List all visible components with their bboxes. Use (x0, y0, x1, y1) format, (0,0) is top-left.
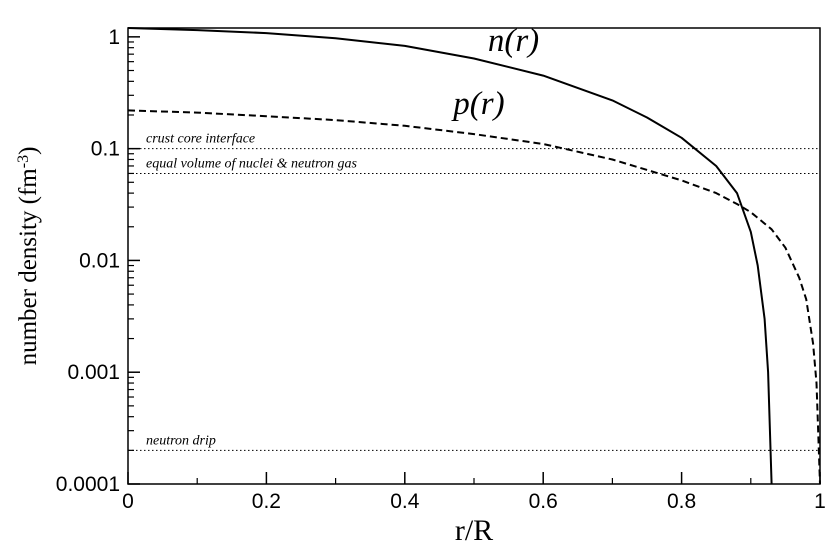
x-axis-title: r/R (455, 514, 493, 545)
series-line-1 (127, 27, 773, 485)
reference-lines (128, 148, 820, 451)
tick-labels: 0 0.2 0.4 0.6 0.8 1 1 0.1 0.01 0.001 0.0001 (56, 26, 826, 513)
curve-label-2: p(r) (451, 86, 504, 122)
x-tick-label: 1 (814, 490, 826, 513)
y-tick-label: 0.01 (79, 249, 120, 272)
y-axis-title-main: number density (fm (15, 168, 42, 366)
x-tick-label: 0.6 (529, 490, 558, 513)
series-lines (127, 27, 821, 485)
reference-line-labels: crust core interface equal volume of nucl… (146, 132, 358, 449)
reference-line-label-3: neutron drip (146, 433, 216, 448)
y-tick-label: 1 (108, 26, 120, 49)
y-axis-title: number density (fm-3) (15, 147, 43, 366)
reference-line-label-1: crust core interface (146, 132, 255, 147)
x-tick-label: 0.2 (252, 490, 281, 513)
y-tick-label: 0.0001 (56, 473, 120, 496)
axis-ticks (127, 36, 821, 485)
y-tick-label: 0.001 (67, 361, 120, 384)
x-tick-label: 0 (122, 490, 134, 513)
curve-labels: n(r) p(r) (451, 23, 539, 122)
x-tick-label: 0.8 (667, 490, 696, 513)
reference-line-label-2: equal volume of nuclei & neutron gas (146, 156, 358, 171)
y-tick-label: 0.1 (91, 138, 120, 161)
curve-label-1: n(r) (488, 23, 539, 59)
series-line-2 (127, 109, 821, 485)
y-axis-title-exponent: -3 (15, 155, 32, 168)
y-axis-title-close: ) (15, 147, 42, 155)
x-tick-label: 0.4 (390, 490, 420, 513)
